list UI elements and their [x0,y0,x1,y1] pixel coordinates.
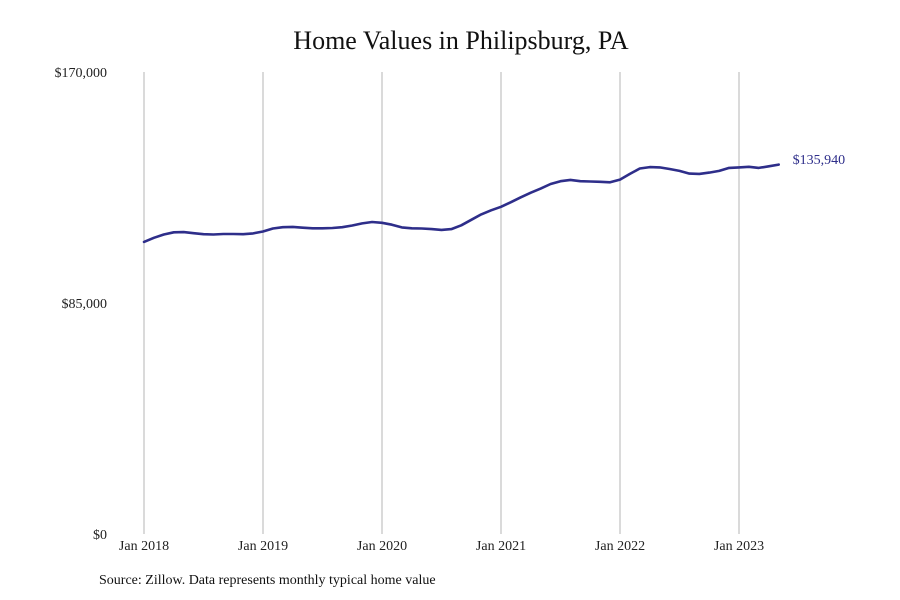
chart-title: Home Values in Philipsburg, PA [293,26,629,55]
latest-value-label: $135,940 [793,153,846,168]
x-gridlines [143,72,740,534]
y-axis-tick-labels: $0 $85,000 $170,000 [55,66,108,543]
x-tick-label: Jan 2018 [119,539,169,554]
x-axis-tick-labels: Jan 2018 Jan 2019 Jan 2020 Jan 2021 Jan 2022… [119,539,764,554]
x-tick-label: Jan 2019 [238,539,288,554]
y-tick-label: $85,000 [62,297,108,312]
x-tick-label: Jan 2022 [595,539,645,554]
x-tick-label: Jan 2020 [357,539,407,554]
x-tick-label: Jan 2021 [476,539,526,554]
source-note: Source: Zillow. Data represents monthly … [99,573,436,588]
y-tick-label: $170,000 [55,66,108,81]
y-tick-label: $0 [93,528,107,543]
home-value-line [142,163,780,244]
x-tick-label: Jan 2023 [714,539,764,554]
